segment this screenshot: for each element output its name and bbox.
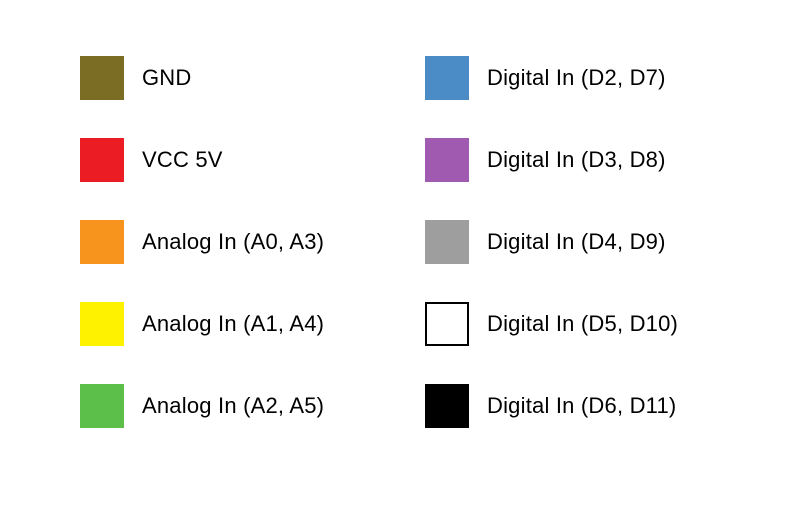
color-swatch (80, 138, 124, 182)
legend-label: Digital In (D3, D8) (487, 147, 666, 173)
color-swatch (80, 302, 124, 346)
legend-item: Analog In (A1, A4) (80, 302, 385, 346)
legend-label: Digital In (D6, D11) (487, 393, 676, 419)
legend-item: GND (80, 56, 385, 100)
legend-item: Digital In (D5, D10) (425, 302, 730, 346)
color-swatch (425, 138, 469, 182)
color-swatch (425, 384, 469, 428)
legend-grid: GND VCC 5V Analog In (A0, A3) Analog In … (0, 0, 800, 506)
legend-item: Digital In (D6, D11) (425, 384, 730, 428)
color-swatch (425, 220, 469, 264)
legend-label: Digital In (D2, D7) (487, 65, 666, 91)
legend-label: Analog In (A0, A3) (142, 229, 324, 255)
legend-item: Digital In (D2, D7) (425, 56, 730, 100)
legend-label: Analog In (A2, A5) (142, 393, 324, 419)
color-swatch (425, 302, 469, 346)
legend-label: Digital In (D5, D10) (487, 311, 678, 337)
color-swatch (80, 220, 124, 264)
legend-item: Analog In (A2, A5) (80, 384, 385, 428)
legend-column-right: Digital In (D2, D7) Digital In (D3, D8) … (425, 56, 730, 450)
legend-item: Analog In (A0, A3) (80, 220, 385, 264)
legend-label: Analog In (A1, A4) (142, 311, 324, 337)
legend-item: Digital In (D4, D9) (425, 220, 730, 264)
legend-label: Digital In (D4, D9) (487, 229, 666, 255)
legend-item: Digital In (D3, D8) (425, 138, 730, 182)
legend-item: VCC 5V (80, 138, 385, 182)
color-swatch (425, 56, 469, 100)
color-swatch (80, 56, 124, 100)
legend-column-left: GND VCC 5V Analog In (A0, A3) Analog In … (80, 56, 385, 450)
legend-label: GND (142, 65, 192, 91)
legend-label: VCC 5V (142, 147, 223, 173)
color-swatch (80, 384, 124, 428)
